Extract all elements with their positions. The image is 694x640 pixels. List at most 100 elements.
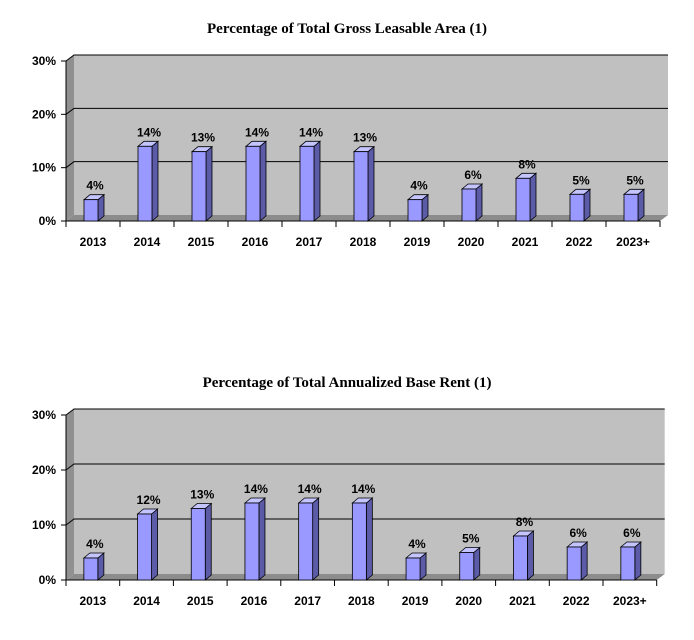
y-tick-label: 20%	[32, 107, 56, 121]
x-tick-label: 2015	[187, 594, 214, 608]
x-tick-label: 2013	[80, 235, 107, 249]
bar-side	[313, 140, 321, 222]
gridline	[65, 161, 668, 169]
bar	[623, 193, 639, 222]
data-label: 4%	[86, 179, 104, 193]
data-label: 14%	[245, 125, 269, 139]
bar-side	[634, 541, 642, 581]
data-label: 4%	[86, 537, 104, 551]
bar	[245, 145, 261, 222]
bar-side	[258, 497, 266, 581]
y-tick-label: 10%	[32, 518, 56, 532]
bar-side	[529, 172, 537, 222]
bar	[569, 193, 585, 222]
data-label: 14%	[351, 482, 375, 496]
bar-side	[312, 497, 320, 581]
data-label: 14%	[298, 482, 322, 496]
bar	[407, 199, 423, 222]
x-tick-label: 2022	[566, 235, 593, 249]
x-tick-label: 2021	[512, 235, 539, 249]
bar	[566, 546, 582, 581]
bar	[298, 502, 314, 581]
bar-side	[580, 541, 588, 581]
bar	[459, 552, 475, 581]
bar	[405, 557, 421, 581]
data-label: 6%	[623, 526, 641, 540]
x-tick-label: 2023+	[616, 235, 650, 249]
data-label: 5%	[572, 173, 590, 187]
y-tick-label: 0%	[39, 573, 57, 587]
data-label: 14%	[244, 482, 268, 496]
x-tick-label: 2016	[241, 594, 268, 608]
bar	[461, 188, 477, 222]
data-label: 13%	[353, 131, 377, 145]
x-tick-label: 2016	[242, 235, 269, 249]
data-label: 14%	[137, 125, 161, 139]
y-tick-label: 30%	[32, 54, 56, 68]
bar-side	[365, 497, 373, 581]
bar	[190, 508, 206, 581]
bar	[299, 145, 315, 222]
data-label: 13%	[191, 131, 215, 145]
data-label: 13%	[190, 488, 214, 502]
plot-side-wall	[66, 409, 74, 580]
x-tick-label: 2023+	[613, 594, 647, 608]
data-label: 6%	[569, 526, 587, 540]
gridline	[65, 408, 665, 416]
bar	[83, 557, 99, 581]
bar-side	[473, 546, 481, 581]
x-tick-label: 2018	[350, 235, 377, 249]
data-label: 12%	[137, 493, 161, 507]
bar-side	[475, 183, 483, 222]
data-label: 5%	[626, 173, 644, 187]
x-tick-label: 2017	[296, 235, 323, 249]
bar	[351, 502, 367, 581]
data-label: 4%	[410, 179, 428, 193]
plot-side-wall	[66, 55, 74, 221]
bar-side	[205, 145, 213, 222]
x-tick-label: 2014	[134, 235, 161, 249]
y-tick-label: 0%	[39, 214, 57, 228]
y-tick-label: 30%	[32, 408, 56, 422]
bar-side	[151, 140, 159, 222]
bar-side	[151, 508, 158, 581]
annualized-base-rent-chart: Percentage of Total Annualized Base Rent…	[32, 375, 665, 608]
gross-leasable-area-chart: Percentage of Total Gross Leasable Area …	[32, 21, 668, 249]
x-tick-label: 2013	[79, 594, 106, 608]
x-tick-label: 2020	[455, 594, 482, 608]
x-tick-label: 2022	[563, 594, 590, 608]
data-label: 4%	[408, 537, 426, 551]
x-tick-label: 2015	[188, 235, 215, 249]
bar	[137, 513, 152, 581]
data-label: 14%	[299, 125, 323, 139]
data-label: 8%	[518, 157, 536, 171]
gridline	[65, 463, 665, 471]
bar-side	[527, 530, 534, 581]
data-label: 5%	[462, 532, 480, 546]
chart-title: Percentage of Total Gross Leasable Area …	[207, 21, 487, 37]
x-tick-label: 2019	[402, 594, 429, 608]
bar	[137, 145, 153, 222]
bar	[244, 502, 260, 581]
bar	[353, 151, 369, 222]
gridline	[65, 518, 665, 526]
x-tick-label: 2014	[133, 594, 160, 608]
bar	[515, 177, 531, 222]
bar	[513, 535, 528, 581]
bar	[620, 546, 636, 581]
x-tick-label: 2017	[294, 594, 321, 608]
bar-side	[259, 140, 267, 222]
bar	[83, 199, 99, 222]
chart-title: Percentage of Total Annualized Base Rent…	[203, 375, 492, 391]
bar	[191, 151, 207, 222]
y-tick-label: 10%	[32, 161, 56, 175]
bar-side	[367, 145, 375, 222]
x-tick-label: 2019	[404, 235, 431, 249]
data-label: 8%	[516, 515, 534, 529]
bar-side	[204, 502, 212, 581]
x-tick-label: 2020	[458, 235, 485, 249]
x-tick-label: 2021	[509, 594, 536, 608]
data-label: 6%	[464, 168, 482, 182]
y-tick-label: 20%	[32, 463, 56, 477]
gridline	[65, 54, 668, 62]
